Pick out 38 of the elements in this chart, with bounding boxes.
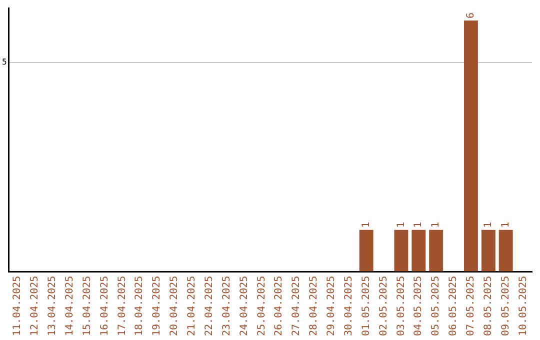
x-tick-label: 06.05.2025 xyxy=(448,276,460,336)
data-label: 1 xyxy=(500,222,512,228)
x-tick-label: 08.05.2025 xyxy=(482,276,494,336)
x-tick-label: 13.04.2025 xyxy=(47,276,58,336)
x-tick-label: 02.05.2025 xyxy=(378,276,390,336)
x-tick-label: 01.05.2025 xyxy=(360,276,372,336)
x-tick-label: 27.04.2025 xyxy=(291,276,302,336)
x-tick-label: 04.05.2025 xyxy=(413,276,424,336)
x-tick-label: 18.04.2025 xyxy=(134,276,146,336)
data-label: 1 xyxy=(360,222,372,228)
x-tick-label: 17.04.2025 xyxy=(116,276,128,336)
y-tick-label: 5 xyxy=(2,58,7,67)
x-tick-label: 30.04.2025 xyxy=(343,276,354,336)
data-label: 1 xyxy=(430,222,442,228)
x-tick-label: 29.04.2025 xyxy=(326,276,338,336)
x-tick-label: 05.05.2025 xyxy=(430,276,442,336)
x-tick-label: 14.04.2025 xyxy=(64,276,76,336)
x-tick-label: 28.04.2025 xyxy=(308,276,320,336)
x-tick-label: 24.04.2025 xyxy=(238,276,250,336)
x-tick-label: 11.04.2025 xyxy=(12,276,24,336)
x-tick-label: 23.04.2025 xyxy=(221,276,232,336)
x-tick-label: 15.04.2025 xyxy=(82,276,93,336)
x-tick-label: 22.04.2025 xyxy=(204,276,215,336)
x-tick-label: 07.05.2025 xyxy=(466,276,477,336)
x-tick-label: 25.04.2025 xyxy=(256,276,268,336)
x-tick-label: 12.04.2025 xyxy=(30,276,41,336)
data-label: 6 xyxy=(466,12,477,19)
x-tick-label: 19.04.2025 xyxy=(152,276,163,336)
data-label: 1 xyxy=(482,222,494,228)
x-tick-label: 21.04.2025 xyxy=(186,276,198,336)
x-tick-label: 09.05.2025 xyxy=(500,276,512,336)
data-label: 1 xyxy=(413,222,424,228)
data-label: 1 xyxy=(396,222,407,228)
x-tick-label: 26.04.2025 xyxy=(274,276,285,336)
x-tick-label: 20.04.2025 xyxy=(169,276,180,336)
x-tick-label: 10.05.2025 xyxy=(518,276,529,336)
x-tick-label: 16.04.2025 xyxy=(99,276,110,336)
x-tick-label: 03.05.2025 xyxy=(396,276,407,336)
